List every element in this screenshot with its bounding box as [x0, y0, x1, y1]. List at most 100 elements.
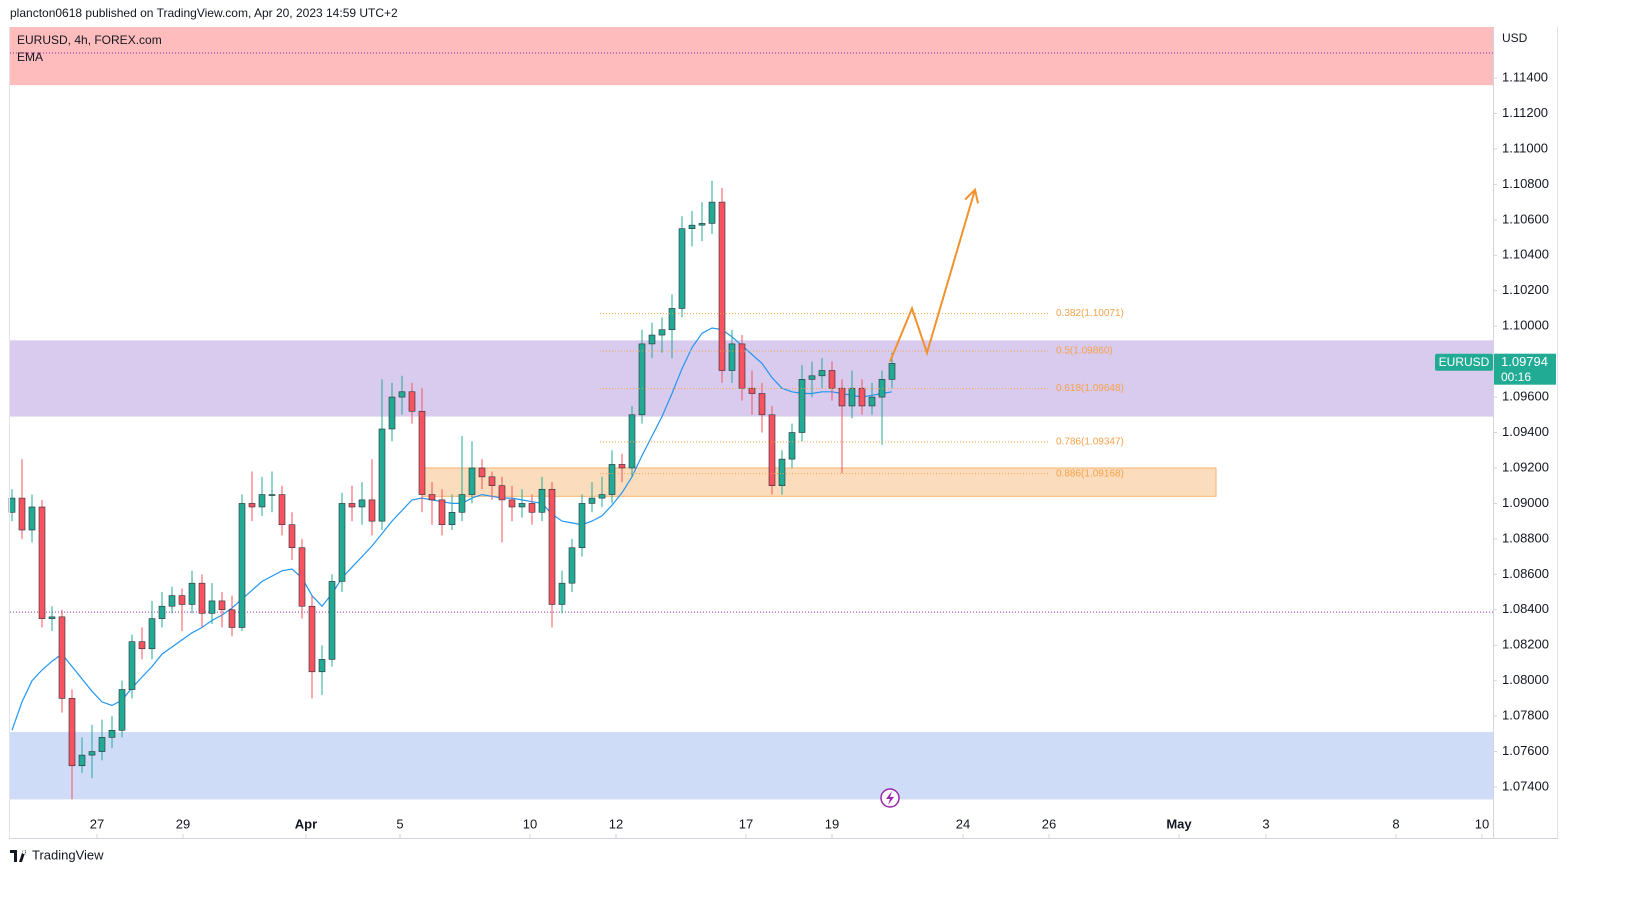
x-tick-label: Apr [295, 816, 317, 831]
y-tick-label: 1.11000 [1502, 140, 1548, 155]
x-tick-label: 24 [956, 816, 970, 831]
y-tick-label: 1.09200 [1502, 459, 1549, 474]
y-tick-label: 1.10800 [1502, 176, 1549, 191]
last-price-tag [1494, 353, 1556, 385]
y-tick-label: 1.07400 [1502, 778, 1549, 793]
x-tick-label: 10 [523, 816, 537, 831]
candle-body [558, 582, 566, 605]
candle-body [108, 729, 116, 738]
candle-body [238, 503, 246, 628]
candle-body [268, 494, 276, 496]
candle-body [138, 641, 146, 650]
candle-body [618, 464, 626, 469]
candle-body [858, 387, 866, 407]
candle-body [98, 737, 106, 752]
x-tick-label: May [1166, 816, 1192, 831]
candle-body [228, 609, 236, 628]
x-tick-label: 10 [1475, 816, 1489, 831]
candle-body [478, 467, 486, 478]
projection-arrowhead [964, 187, 979, 204]
candle-body [678, 228, 686, 309]
countdown-label: 00:16 [1501, 370, 1531, 384]
candle-body [338, 503, 346, 582]
candle-body [888, 363, 896, 380]
candle-body [58, 616, 66, 699]
candle-body [408, 391, 416, 412]
candle-body [808, 375, 816, 380]
candle-body [708, 201, 716, 224]
fib-label: 0.886(1.09168) [1056, 468, 1124, 479]
attribution: plancton0618 published on TradingView.co… [10, 6, 398, 20]
y-tick-label: 1.07600 [1502, 743, 1549, 758]
candle-body [728, 343, 736, 371]
candle-body [398, 391, 406, 398]
candle-body [568, 547, 576, 584]
candle-body [448, 511, 456, 525]
candle-body [848, 387, 856, 407]
y-tick-label: 1.10200 [1502, 282, 1549, 297]
x-tick-label: 8 [1392, 816, 1399, 831]
fib-label: 0.5(1.09860) [1056, 346, 1113, 357]
plot: 0.382(1.10071) 0.5(1.09860) 0.618(1.09648)… [8, 52, 1493, 800]
candle-body [188, 582, 196, 605]
candle-body [648, 334, 656, 345]
candle-body [548, 488, 556, 605]
y-tick-label: 1.08600 [1502, 566, 1549, 581]
y-tick-label: 1.08400 [1502, 601, 1549, 616]
candle-body [118, 689, 126, 731]
x-tick-label: 5 [396, 816, 403, 831]
x-tick-label: 19 [825, 816, 839, 831]
candle-body [658, 329, 666, 336]
candle-body [388, 396, 396, 430]
candle-body [438, 499, 446, 525]
candle-body [528, 503, 536, 513]
candle-body [798, 379, 806, 433]
candle-body [358, 499, 366, 508]
candle-body [68, 698, 76, 767]
candle-body [628, 414, 636, 469]
fib-label: 0.618(1.09648) [1056, 383, 1124, 394]
candle-body [168, 595, 176, 607]
candle-body [318, 659, 326, 673]
zone [10, 732, 1493, 800]
indicator-name: EMA [17, 50, 43, 64]
replay-icon[interactable] [880, 788, 900, 808]
candle-body [458, 494, 466, 513]
chart-title: EURUSD, 4h, FOREX.com [17, 33, 162, 47]
y-tick-label: 1.07800 [1502, 708, 1549, 723]
candle-body [788, 432, 796, 460]
y-tick-label: 1.10400 [1502, 247, 1549, 262]
candle-body [498, 485, 506, 501]
candle-body [668, 308, 676, 331]
candle-body [78, 754, 86, 767]
candle-body [308, 605, 316, 673]
x-tick-label: 12 [609, 816, 623, 831]
candle-body [598, 494, 606, 499]
candle-body [368, 499, 376, 522]
candle-body [218, 600, 226, 611]
y-tick-label: 1.10600 [1502, 211, 1549, 226]
candle-body [578, 503, 586, 549]
candle-body [828, 370, 836, 389]
symbol-tag [1435, 353, 1493, 371]
candle-body [38, 506, 46, 619]
candle-body [868, 396, 876, 407]
candle-body [328, 581, 336, 660]
y-tick-label: 1.08000 [1502, 672, 1549, 687]
candle-body [518, 503, 526, 508]
candle-body [748, 387, 756, 394]
y-tick-label: 1.08800 [1502, 530, 1549, 545]
candle-body [378, 428, 386, 522]
x-tick-label: 26 [1042, 816, 1056, 831]
candle-body [178, 595, 186, 605]
candle-body [468, 467, 476, 495]
x-tick-label: 29 [176, 816, 190, 831]
candle-body [418, 410, 426, 495]
candle-body [818, 370, 826, 377]
candle-body [278, 494, 286, 525]
x-tick-label: 27 [90, 816, 104, 831]
x-tick-label: 3 [1262, 816, 1269, 831]
candle-body [638, 343, 646, 416]
